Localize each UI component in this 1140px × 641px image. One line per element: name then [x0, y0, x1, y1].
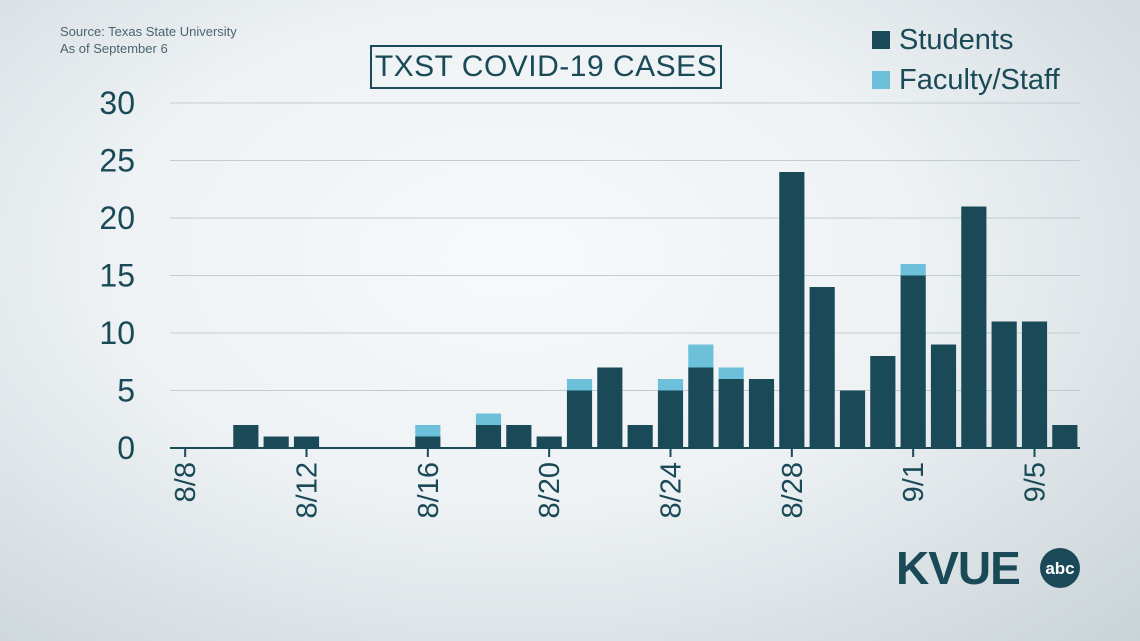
y-tick-label: 30 [99, 85, 135, 121]
kvue-abc-logo: KVUE abc [896, 542, 1080, 592]
bar-students [961, 206, 987, 448]
x-tick-label: 9/1 [898, 462, 930, 502]
y-tick-label: 10 [99, 315, 135, 351]
bar-faculty [688, 344, 714, 368]
chart-title: TXST COVID-19 CASES [370, 45, 722, 89]
logo-network-text: abc [1045, 559, 1074, 578]
x-tick-label: 8/16 [413, 462, 445, 518]
y-tick-label: 25 [99, 143, 135, 179]
bar-students [475, 425, 502, 448]
legend-swatch-faculty [872, 71, 890, 89]
bar-students [718, 379, 744, 448]
bar-faculty [475, 413, 502, 425]
bar-students [627, 425, 653, 448]
x-tick-label: 8/12 [292, 462, 324, 518]
x-tick-label: 8/24 [656, 462, 688, 518]
bar-students [293, 436, 320, 448]
bar-students [779, 172, 805, 448]
y-tick-label: 5 [117, 373, 135, 409]
x-tick-label: 8/20 [534, 462, 566, 518]
y-tick-label: 20 [99, 200, 135, 236]
bar-students [506, 425, 532, 448]
bar-students [930, 344, 957, 448]
bar-students [839, 390, 866, 448]
legend: Students Faculty/Staff [872, 20, 1060, 100]
source-line-2: As of September 6 [60, 41, 168, 56]
legend-item-faculty: Faculty/Staff [872, 60, 1060, 100]
bar-students [566, 390, 593, 448]
y-tick-label: 15 [99, 258, 135, 294]
bar-students [1052, 425, 1078, 448]
bar-students [233, 425, 259, 448]
y-tick-label: 0 [117, 430, 135, 466]
legend-label-faculty: Faculty/Staff [899, 63, 1060, 96]
bar-students [900, 275, 926, 448]
source-note: Source: Texas State University As of Sep… [60, 23, 237, 57]
legend-item-students: Students [872, 20, 1060, 60]
bar-faculty [900, 264, 926, 276]
legend-swatch-students [872, 31, 890, 49]
bar-students [748, 379, 775, 448]
bar-students [688, 367, 714, 448]
x-tick-label: 9/5 [1020, 462, 1052, 502]
bar-faculty [415, 425, 441, 437]
bar-students [597, 367, 623, 448]
bar-students [991, 321, 1017, 448]
legend-label-students: Students [899, 23, 1014, 56]
x-tick-label: 8/8 [170, 462, 202, 502]
logo-text: KVUE [896, 542, 1020, 592]
bar-faculty [718, 367, 744, 379]
bar-students [809, 287, 835, 448]
bar-students [415, 436, 441, 448]
bar-students [1021, 321, 1048, 448]
bar-students [657, 390, 684, 448]
bar-faculty [566, 379, 593, 391]
source-line-1: Source: Texas State University [60, 24, 237, 39]
x-tick-label: 8/28 [777, 462, 809, 518]
bar-students [536, 436, 562, 448]
bar-faculty [657, 379, 684, 391]
bar-students [870, 356, 896, 448]
bar-students [263, 436, 289, 448]
abc-circle-icon [1040, 548, 1080, 588]
